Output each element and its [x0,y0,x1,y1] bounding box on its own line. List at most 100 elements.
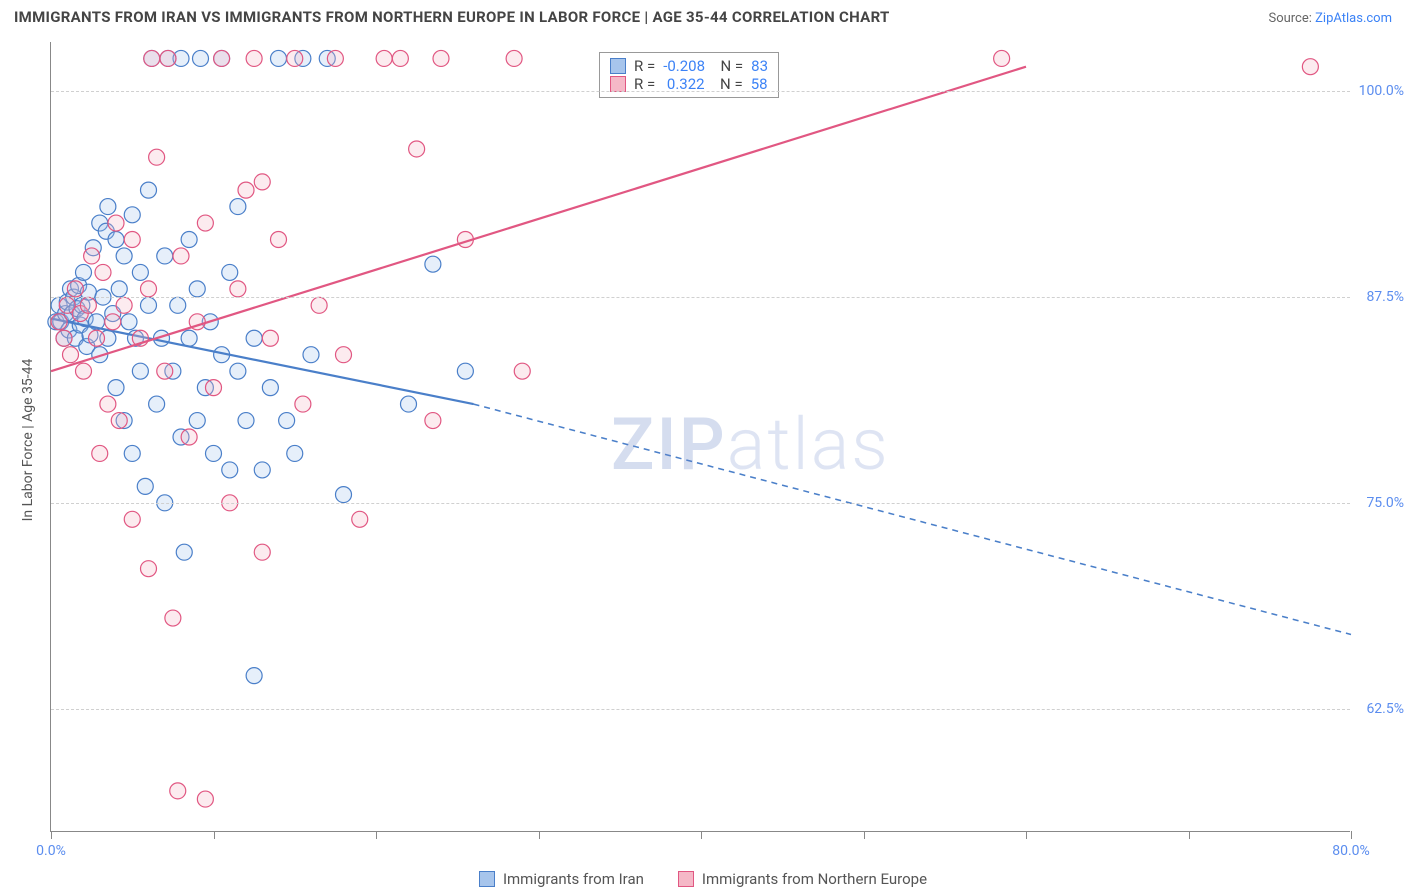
scatter-point-northern_europe [173,248,189,264]
scatter-point-iran [137,478,153,494]
scatter-point-northern_europe [116,297,132,313]
r-value: 0.322 [663,75,704,93]
scatter-point-northern_europe [197,791,213,807]
scatter-point-iran [170,297,186,313]
y-tick-label: 62.5% [1366,701,1404,717]
r-label: R = [634,57,655,75]
scatter-point-iran [206,445,222,461]
scatter-point-iran [132,264,148,280]
n-value: 58 [751,75,768,93]
scatter-point-northern_europe [994,50,1010,66]
scatter-point-iran [238,413,254,429]
scatter-point-northern_europe [92,445,108,461]
scatter-point-iran [246,330,262,346]
scatter-point-northern_europe [254,174,270,190]
scatter-point-iran [116,248,132,264]
legend-item: Immigrants from Northern Europe [678,870,927,888]
scatter-point-northern_europe [197,215,213,231]
x-tick [1026,831,1027,839]
scatter-point-iran [457,363,473,379]
y-axis-title: In Labor Force | Age 35-44 [20,359,36,522]
scatter-point-northern_europe [67,281,83,297]
x-tick [51,831,52,839]
legend-label: Immigrants from Iran [503,870,644,888]
gridline [51,709,1350,710]
scatter-point-northern_europe [230,281,246,297]
scatter-point-iran [425,256,441,272]
scatter-point-northern_europe [160,50,176,66]
scatter-point-iran [100,199,116,215]
source-link[interactable]: ZipAtlas.com [1315,11,1392,26]
scatter-point-northern_europe [100,396,116,412]
scatter-point-northern_europe [295,396,311,412]
scatter-point-northern_europe [108,215,124,231]
scatter-point-iran [181,330,197,346]
gridline [51,297,1350,298]
scatter-point-northern_europe [124,232,140,248]
scatter-point-northern_europe [506,50,522,66]
r-label: R = [634,75,655,93]
scatter-point-iran [193,50,209,66]
y-tick-label: 100.0% [1359,83,1404,99]
scatter-point-northern_europe [111,413,127,429]
scatter-point-northern_europe [271,232,287,248]
source-prefix: Source: [1268,11,1315,26]
scatter-point-iran [189,281,205,297]
scatter-point-northern_europe [84,248,100,264]
scatter-point-northern_europe [206,380,222,396]
scatter-point-northern_europe [1302,59,1318,75]
scatter-point-iran [141,297,157,313]
scatter-point-iran [230,363,246,379]
scatter-point-iran [181,232,197,248]
scatter-point-iran [111,281,127,297]
scatter-point-northern_europe [336,347,352,363]
scatter-point-northern_europe [352,511,368,527]
scatter-point-northern_europe [80,297,96,313]
y-tick-label: 87.5% [1366,289,1404,305]
x-tick [376,831,377,839]
scatter-point-iran [287,445,303,461]
plot-area: ZIPatlas R =-0.208 N =83R = 0.322 N =58 … [50,42,1350,832]
scatter-point-iran [254,462,270,478]
scatter-point-northern_europe [157,363,173,379]
scatter-point-iran [132,363,148,379]
scatter-point-iran [222,264,238,280]
scatter-point-northern_europe [238,182,254,198]
scatter-point-northern_europe [105,314,121,330]
correlation-row: R =-0.208 N =83 [610,57,768,75]
scatter-point-northern_europe [262,330,278,346]
scatter-svg [51,42,1350,831]
scatter-point-northern_europe [409,141,425,157]
scatter-point-northern_europe [76,363,92,379]
legend-swatch [479,871,495,887]
scatter-point-northern_europe [141,561,157,577]
scatter-point-iran [124,207,140,223]
x-tick-label: 0.0% [36,843,66,859]
scatter-point-iran [108,232,124,248]
scatter-point-iran [401,396,417,412]
scatter-point-northern_europe [149,149,165,165]
legend-swatch [678,871,694,887]
scatter-point-northern_europe [170,783,186,799]
scatter-point-northern_europe [425,413,441,429]
y-tick-label: 75.0% [1366,495,1404,511]
scatter-point-northern_europe [433,50,449,66]
scatter-point-northern_europe [246,50,262,66]
legend-bottom: Immigrants from Iran Immigrants from Nort… [0,870,1406,888]
scatter-point-northern_europe [254,544,270,560]
scatter-point-iran [222,462,238,478]
scatter-point-iran [271,50,287,66]
source-label: Source: ZipAtlas.com [1268,11,1392,26]
scatter-point-northern_europe [181,429,197,445]
scatter-point-northern_europe [287,50,303,66]
correlation-row: R = 0.322 N = 58 [610,75,768,93]
n-label: N = [713,57,743,75]
trend-line-northern_europe [51,67,1026,371]
scatter-point-iran [76,264,92,280]
scatter-point-iran [189,413,205,429]
scatter-point-iran [121,314,137,330]
scatter-point-northern_europe [165,610,181,626]
scatter-point-northern_europe [514,363,530,379]
n-label: N = [713,75,743,93]
n-value: 83 [751,57,768,75]
